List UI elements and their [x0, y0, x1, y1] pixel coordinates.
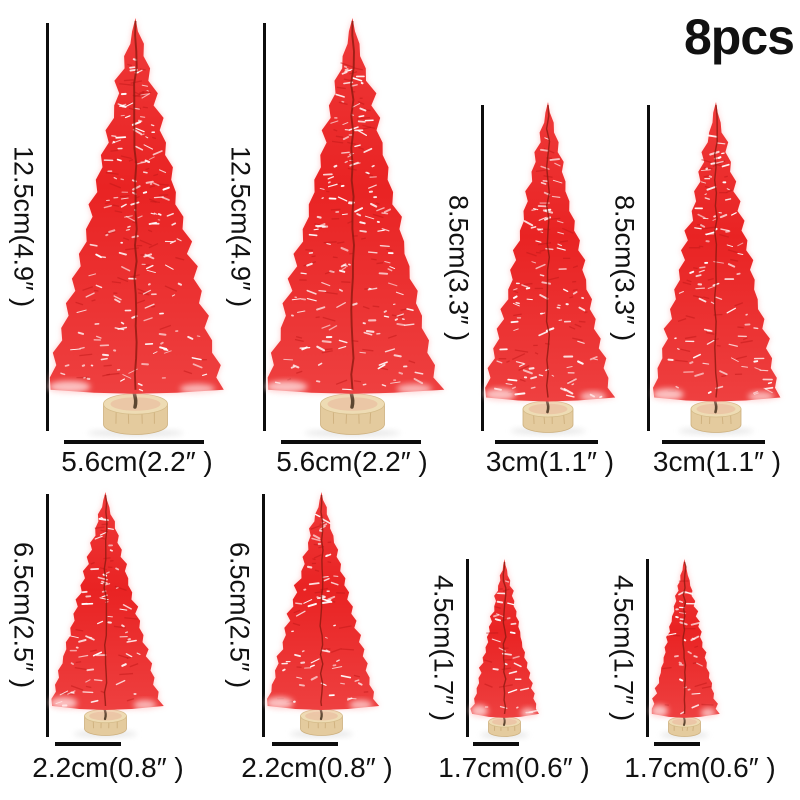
height-measure-line: [481, 105, 484, 431]
tree-image: [650, 559, 720, 739]
tree-base-width-label: 3cm(1.1″ ): [652, 446, 782, 477]
base-width-measure-line: [55, 742, 121, 746]
piece-count-label: 8pcs: [684, 9, 795, 65]
height-measure-line: [466, 559, 469, 737]
tree-image: [484, 102, 616, 435]
tree-base-width-label: 1.7cm(0.6″ ): [438, 752, 590, 783]
base-width-measure-line: [281, 440, 421, 444]
tree-height-label: 6.5cm(2.5″ ): [8, 542, 39, 689]
base-width-measure-line: [64, 440, 204, 444]
tree-image: [470, 559, 539, 739]
base-width-measure-line: [473, 742, 519, 746]
tree-height-label: 8.5cm(3.3″ ): [609, 194, 640, 342]
tree-height-label: 12.5cm(4.9″ ): [225, 146, 256, 308]
base-width-measure-line: [662, 440, 765, 444]
base-width-measure-line: [654, 742, 700, 746]
tree-base-width-label: 5.6cm(2.2″ ): [61, 446, 213, 477]
tree-base-width-label: 3cm(1.1″ ): [485, 446, 615, 477]
tree-base-width-label: 5.6cm(2.2″ ): [276, 446, 428, 477]
base-width-measure-line: [272, 742, 338, 746]
height-measure-line: [647, 105, 650, 431]
tree-image: [652, 102, 781, 435]
tree-base-width-label: 2.2cm(0.8″ ): [241, 752, 393, 783]
tree-image: [265, 18, 445, 437]
tree-image: [265, 492, 380, 738]
tree-image: [48, 18, 224, 437]
height-measure-line: [262, 494, 265, 737]
tree-height-label: 4.5cm(1.7″ ): [608, 574, 639, 722]
tree-height-label: 12.5cm(4.9″ ): [8, 146, 39, 308]
tree-height-label: 6.5cm(2.5″ ): [224, 542, 255, 689]
height-measure-line: [263, 23, 266, 431]
tree-height-label: 8.5cm(3.3″ ): [443, 194, 474, 342]
height-measure-line: [646, 559, 649, 737]
tree-base-width-label: 2.2cm(0.8″ ): [32, 752, 184, 783]
height-measure-line: [46, 494, 49, 737]
tree-height-label: 4.5cm(1.7″ ): [428, 574, 459, 722]
height-measure-line: [46, 23, 49, 431]
tree-base-width-label: 1.7cm(0.6″ ): [624, 752, 776, 783]
base-width-measure-line: [495, 440, 598, 444]
tree-image: [49, 492, 164, 738]
